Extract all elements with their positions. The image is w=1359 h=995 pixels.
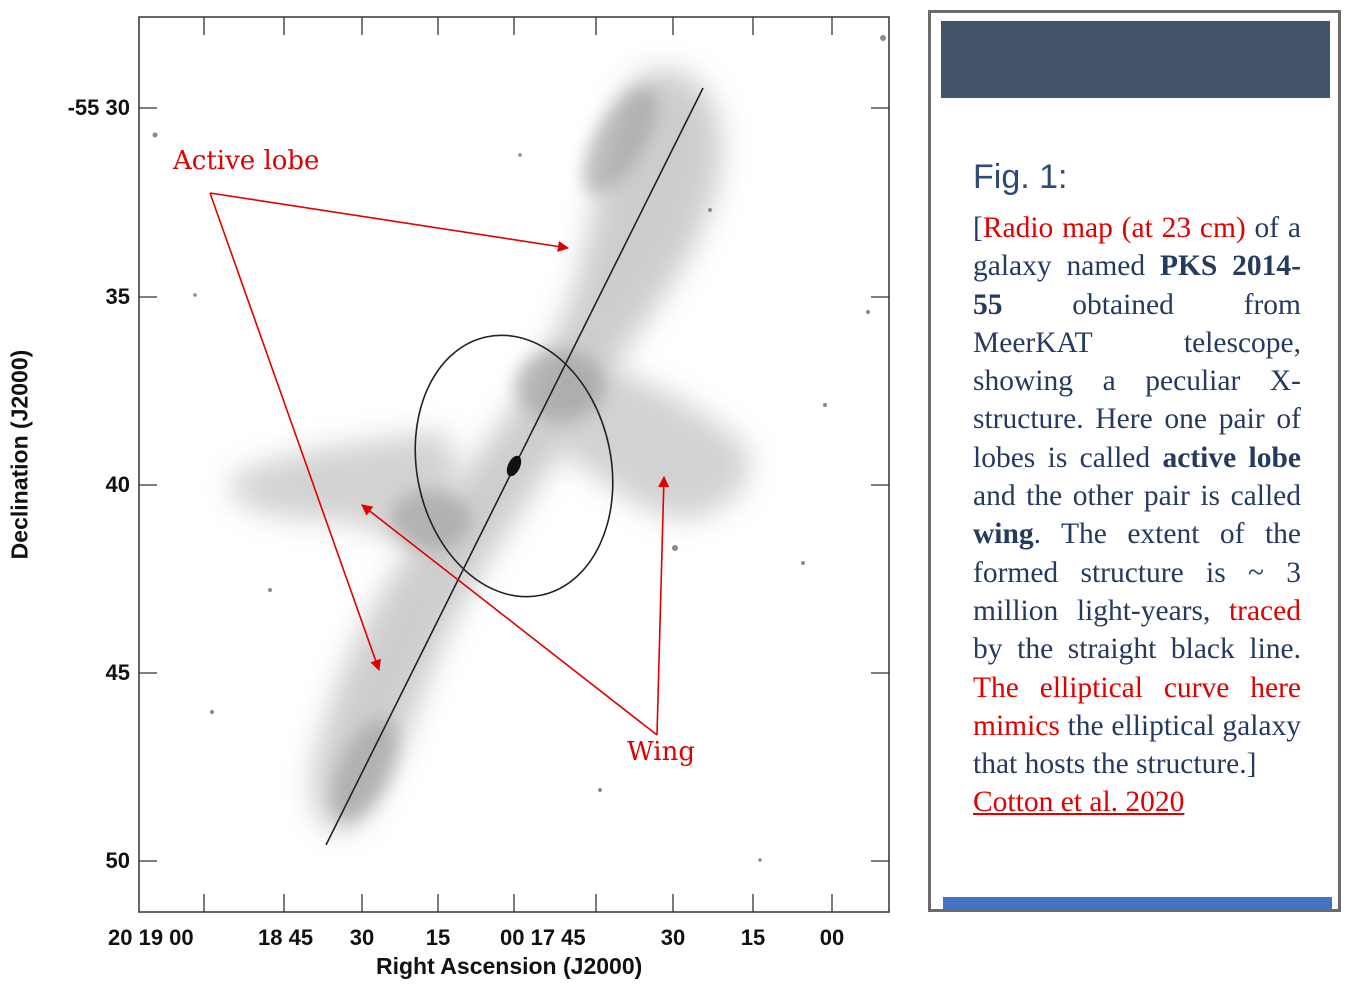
y-tick-label: 50	[105, 848, 130, 873]
caption-text: of a galaxy named	[973, 212, 1302, 283]
caption-panel: Fig. 1: [Radio map (at 23 cm) of a galax…	[928, 10, 1341, 912]
wing-arrow-right	[656, 475, 670, 736]
caption-highlight: Radio map (at 23 cm)	[982, 212, 1246, 244]
figure-caption: [Radio map (at 23 cm) of a galaxy named …	[973, 209, 1301, 822]
x-tick-label: 20 19 00	[108, 925, 194, 950]
y-tick-label: 40	[105, 472, 130, 497]
y-tick-label: 35	[105, 284, 130, 309]
wing-arrow-left	[361, 504, 658, 736]
caption-text: obtained from MeerKAT telescope, showing…	[973, 288, 1301, 474]
y-ticks	[139, 107, 889, 862]
annotation-arrows	[209, 192, 670, 736]
caption-text: the elliptical galaxy that hosts the str…	[973, 709, 1301, 781]
radio-map-image	[138, 16, 890, 913]
figure-label: Fig. 1:	[973, 158, 1068, 196]
caption-text: . The extent of the formed structure is …	[973, 518, 1301, 627]
x-axis-title: Right Ascension (J2000)	[376, 953, 643, 979]
y-tick-label: -55 30	[67, 95, 130, 120]
y-axis-title: Declination (J2000)	[6, 349, 33, 560]
caption-bold: active lobe	[1162, 441, 1302, 474]
radio-core	[506, 455, 522, 477]
active-lobe-arrow-upper	[209, 192, 570, 253]
host-galaxy-ellipse	[414, 334, 614, 598]
caption-highlight: The elliptical curve here mimics	[973, 671, 1301, 742]
caption-bold: PKS 2014-55	[973, 250, 1301, 321]
y-tick-label: 45	[105, 660, 130, 685]
active-lobe-label: Active lobe	[173, 146, 320, 176]
x-tick-label: 15	[425, 925, 451, 950]
x-tick-label: 15	[740, 925, 766, 950]
caption-text: [	[973, 212, 983, 244]
caption-highlight: traced	[1228, 594, 1301, 627]
caption-header-bar	[941, 21, 1330, 98]
background-sources	[152, 35, 886, 862]
citation-link[interactable]: Cotton et al. 2020	[973, 786, 1185, 819]
active-lobe-arrow-lower	[209, 192, 381, 672]
caption-text: and the other pair is called	[973, 480, 1301, 513]
radio-map-figure: -55 30 35 40 45 50 20 19 00 18 45 30 15 …	[6, 16, 890, 979]
caption-footer-bar	[943, 897, 1332, 909]
x-ticks	[203, 17, 833, 912]
x-tick-label: 30	[349, 925, 375, 950]
wing-label: Wing	[627, 737, 695, 767]
x-tick-label: 30	[660, 925, 686, 950]
x-tick-label: 00	[819, 925, 845, 950]
active-lobe-emission	[311, 68, 722, 832]
caption-bold: wing	[973, 518, 1034, 551]
x-tick-label: 00 17 45	[500, 925, 586, 950]
caption-text: by the straight black line.	[973, 633, 1301, 666]
x-tick-label: 18 45	[258, 925, 314, 950]
